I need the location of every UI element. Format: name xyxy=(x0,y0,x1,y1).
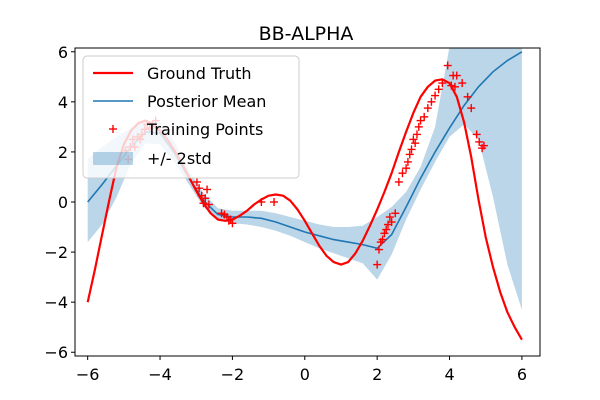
training-point xyxy=(438,79,447,88)
x-tick-label: −2 xyxy=(221,365,245,384)
training-point xyxy=(228,219,237,228)
training-point xyxy=(458,79,467,88)
y-tick-label: 4 xyxy=(58,93,68,112)
training-point xyxy=(270,198,279,206)
training-point xyxy=(385,213,394,222)
training-point xyxy=(201,194,210,203)
training-point xyxy=(199,199,208,208)
y-tick-label: 2 xyxy=(58,143,68,162)
training-point xyxy=(387,218,396,227)
training-point xyxy=(373,260,382,269)
legend-posterior-mean-label: Posterior Mean xyxy=(147,92,266,111)
y-tick-label: −6 xyxy=(44,343,68,362)
training-point xyxy=(195,184,204,193)
y-tick-label: −2 xyxy=(44,243,68,262)
training-point xyxy=(416,116,425,125)
legend-training-points-swatch xyxy=(109,125,117,133)
chart-title: BB-ALPHA xyxy=(259,23,354,45)
training-point xyxy=(203,185,212,194)
legend-training-points-label: Training Points xyxy=(146,120,263,139)
x-tick-label: −4 xyxy=(148,365,172,384)
training-point xyxy=(412,130,421,139)
training-point xyxy=(467,104,476,113)
training-point xyxy=(450,82,459,91)
training-point xyxy=(452,71,461,80)
legend-band-label: +/- 2std xyxy=(147,149,212,168)
x-tick-label: 4 xyxy=(444,365,454,384)
training-point xyxy=(402,164,411,173)
training-point xyxy=(431,91,440,100)
legend-ground-truth-label: Ground Truth xyxy=(147,64,252,83)
training-point xyxy=(475,137,484,146)
training-point xyxy=(374,245,383,254)
x-tick-label: 6 xyxy=(517,365,527,384)
training-point xyxy=(434,85,443,94)
training-point xyxy=(382,225,391,234)
training-point xyxy=(409,135,418,144)
training-point xyxy=(447,81,456,90)
training-point xyxy=(423,104,432,113)
legend-frame xyxy=(82,55,300,179)
training-point xyxy=(443,61,452,70)
y-tick-label: −4 xyxy=(44,293,68,312)
training-point xyxy=(411,139,420,148)
training-point xyxy=(407,145,416,154)
training-point xyxy=(420,112,429,121)
training-point xyxy=(403,157,412,166)
training-point xyxy=(394,177,403,186)
y-tick-label: 6 xyxy=(58,43,68,62)
training-point xyxy=(380,229,389,238)
training-point xyxy=(226,215,235,224)
legend-band-swatch xyxy=(93,152,133,165)
training-point xyxy=(479,141,488,150)
training-point xyxy=(427,97,436,106)
training-point xyxy=(192,177,201,186)
confidence-band xyxy=(87,48,522,310)
x-tick-label: 0 xyxy=(300,365,310,384)
training-point xyxy=(414,122,423,131)
legend: Ground Truth Posterior Mean Training Poi… xyxy=(82,55,300,179)
training-point xyxy=(398,169,407,178)
training-point xyxy=(472,130,481,139)
x-tick-label: −6 xyxy=(76,365,100,384)
training-point xyxy=(204,200,213,209)
x-tick-label: 2 xyxy=(372,365,382,384)
training-point xyxy=(378,235,387,244)
training-point xyxy=(405,150,414,159)
training-point xyxy=(463,92,472,101)
training-point xyxy=(257,198,266,206)
y-tick-label: 0 xyxy=(58,193,68,212)
training-point xyxy=(391,209,400,218)
